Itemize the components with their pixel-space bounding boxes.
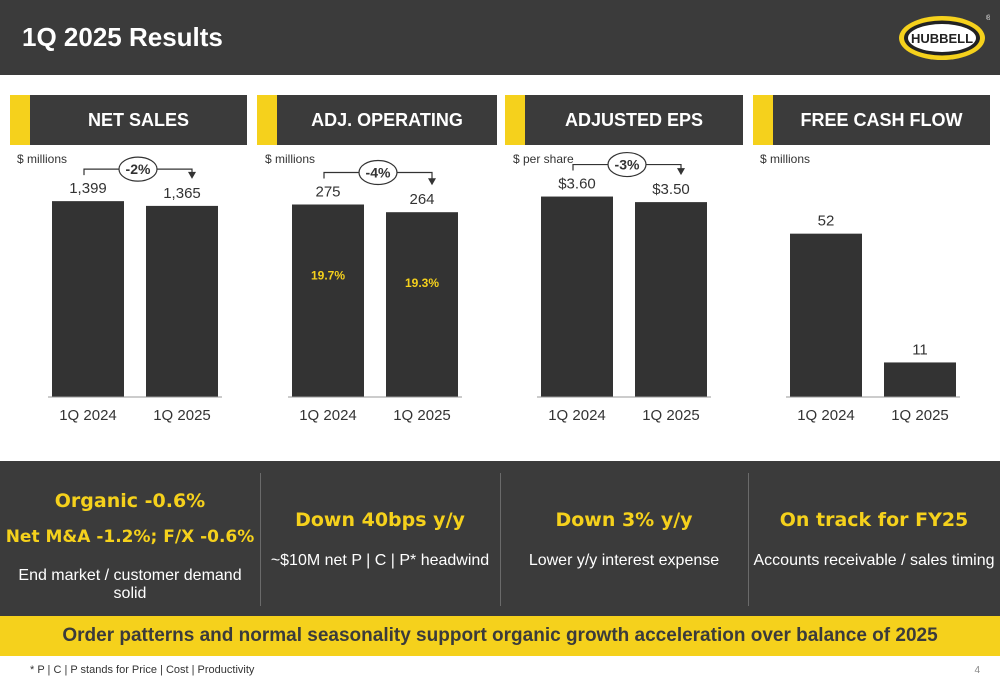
bar <box>52 201 124 397</box>
category-tick-label: 1Q 2024 <box>797 407 855 424</box>
category-tick-label: 1Q 2025 <box>891 407 949 424</box>
charts-area: 1,399 1Q 2024 1,365 1Q 2025 -2% 275 1Q 2024 19.… <box>48 151 960 424</box>
change-label: -2% <box>126 161 151 177</box>
bar-value-label: $3.60 <box>558 176 596 193</box>
summary-adj-operating-profit: Down 40bps y/y ~$10M net P | C | P* head… <box>260 461 500 616</box>
category-tick-label: 1Q 2025 <box>393 407 451 424</box>
unit-label: $ millions <box>265 152 316 166</box>
page-number: 4 <box>974 665 980 676</box>
bar <box>146 205 218 397</box>
change-arrow-icon <box>188 171 196 179</box>
summary-band: Organic -0.6% Net M&A -1.2%; F/X -0.6% E… <box>0 461 1000 616</box>
bar-value-label: 11 <box>912 341 928 358</box>
bar <box>790 233 862 397</box>
logo-text: HUBBELL <box>911 31 973 46</box>
summary-headline-2: Net M&A -1.2%; F/X -0.6% <box>5 527 255 547</box>
summary-detail: Lower y/y interest expense <box>528 552 720 569</box>
summary-adjusted-eps: Down 3% y/y Lower y/y interest expense <box>500 461 748 616</box>
column-divider <box>500 473 501 606</box>
panel-header-net-sales: NET SALES <box>10 95 247 145</box>
change-label: -3% <box>615 157 640 173</box>
banner-text: Order patterns and normal seasonality su… <box>62 625 938 646</box>
change-arrow-icon <box>677 168 685 176</box>
bar-value-label: 275 <box>315 184 340 201</box>
accent-bar <box>505 95 525 145</box>
bar <box>386 212 458 397</box>
summary-detail: ~$10M net P | C | P* headwind <box>270 552 490 569</box>
category-tick-label: 1Q 2024 <box>548 407 606 424</box>
summary-net-sales: Organic -0.6% Net M&A -1.2%; F/X -0.6% E… <box>0 461 260 616</box>
takeaway-banner: Order patterns and normal seasonality su… <box>0 616 1000 656</box>
bar <box>635 202 707 397</box>
panel-header-adjusted-eps: ADJUSTED EPS <box>505 95 743 145</box>
panel-title: NET SALES <box>87 110 189 130</box>
bar <box>292 204 364 397</box>
column-divider <box>748 473 749 606</box>
unit-label: $ per share <box>513 152 574 166</box>
hubbell-logo: HUBBELL ® <box>899 14 990 60</box>
change-badge <box>607 151 647 178</box>
bar-value-label: 1,399 <box>69 180 107 197</box>
accent-bar <box>10 95 30 145</box>
change-badge <box>118 156 158 182</box>
accent-bar <box>257 95 277 145</box>
summary-headline: On track for FY25 <box>779 509 969 531</box>
unit-label: $ millions <box>17 152 68 166</box>
category-tick-label: 1Q 2024 <box>59 407 117 424</box>
summary-free-cash-flow: On track for FY25 Accounts receivable / … <box>748 461 1000 616</box>
accent-bar <box>753 95 773 145</box>
slide-header: 1Q 2025 Results HUBBELL ® <box>0 0 1000 75</box>
bar-value-label: 1,365 <box>163 185 201 202</box>
summary-headline: Down 3% y/y <box>555 509 693 531</box>
margin-label: 19.7% <box>311 269 345 283</box>
page-title: 1Q 2025 Results <box>22 22 223 52</box>
panel-title: FREE CASH FLOW <box>800 110 963 130</box>
summary-headline: Down 40bps y/y <box>295 509 465 531</box>
margin-label: 19.3% <box>405 276 439 290</box>
bar <box>884 362 956 397</box>
category-tick-label: 1Q 2025 <box>642 407 700 424</box>
registered-mark: ® <box>986 14 990 22</box>
panel-title: ADJUSTED EPS <box>564 110 704 130</box>
column-divider <box>260 473 261 606</box>
bar-value-label: 264 <box>409 191 434 208</box>
bar-value-label: 52 <box>818 213 835 230</box>
category-tick-label: 1Q 2025 <box>153 407 211 424</box>
summary-detail: End market / customer demand solid <box>18 567 242 602</box>
change-label: -4% <box>366 165 391 181</box>
change-badge <box>358 159 398 186</box>
bar <box>541 196 613 397</box>
bar-value-label: $3.50 <box>652 181 690 198</box>
footnote: * P | C | P stands for Price | Cost | Pr… <box>30 664 255 676</box>
summary-detail: Accounts receivable / sales timing <box>753 552 995 569</box>
category-tick-label: 1Q 2024 <box>299 407 357 424</box>
panel-header-free-cash-flow: FREE CASH FLOW <box>753 95 990 145</box>
change-arrow-icon <box>428 178 436 186</box>
summary-headline: Organic -0.6% <box>54 490 206 512</box>
unit-label: $ millions <box>760 152 811 166</box>
